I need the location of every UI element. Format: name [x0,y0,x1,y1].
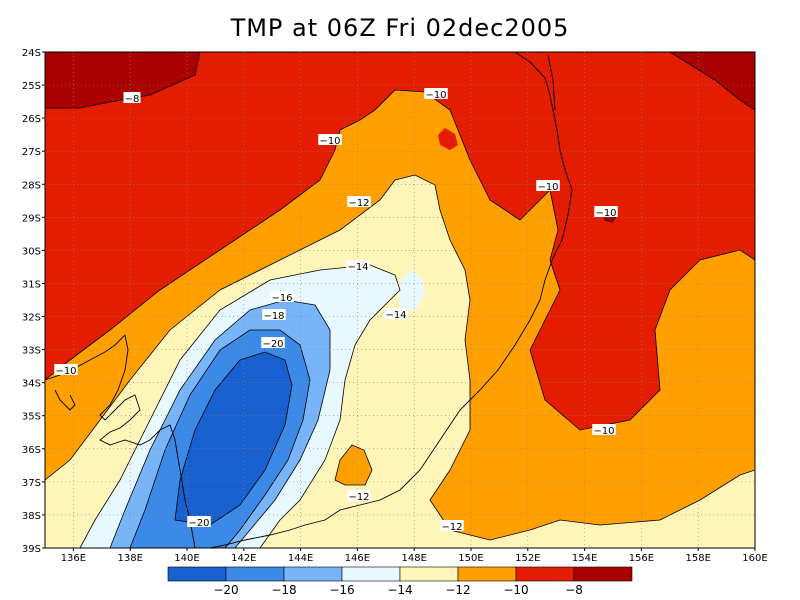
contour-label: −20 [262,339,283,350]
latitude-tick-label: 33S [22,346,41,357]
contour-label-background [536,180,560,191]
colorbar-swatch [225,566,285,582]
contour-label: −12 [348,492,369,503]
contour-label: −10 [593,426,614,437]
fill-above-minus-8-east [670,52,755,110]
longitude-tick-label: 136E [61,553,86,564]
contour-label: −10 [425,90,446,101]
contour-labels: −8 −10 −10 −10 −12 −10 −14 −16 −14 −18 −20 −10 −10 −1… [54,88,618,533]
longitude-tick-label: 150E [458,553,483,564]
contour-label-background [594,206,618,217]
latitude-tick-label: 27S [22,147,41,158]
colorbar: −20 −18 −16 −14 −12 −10 −8 [167,566,633,597]
contour-label-background [261,337,285,348]
longitude-tick-label: 142E [231,553,256,564]
contour-label-background [384,308,408,319]
fill-minus-10-to-minus-8-blob [438,128,458,150]
contour-fills [45,52,755,548]
latitude-tick-label: 31S [22,279,41,290]
contour-label: −16 [271,293,292,304]
contour-label-background [347,196,371,207]
latitude-tick-label: 29S [22,213,41,224]
latitude-tick-label: 25S [22,81,41,92]
map-title: TMP at 06Z Fri 02dec2005 [230,14,570,42]
colorbar-swatch [167,566,227,582]
contour-label-background [346,260,370,271]
contour-label-background [54,364,78,375]
contour-label-background [187,516,211,527]
latitude-ticks: 24S 25S 26S 27S 28S 29S 30S 31S 32S 33S 34S 35S 36S 3… [22,48,45,555]
colorbar-swatch [573,566,633,582]
contour-label: −14 [385,310,406,321]
contour-label-background [123,92,141,103]
longitude-tick-label: 156E [629,553,654,564]
contour-label-background [318,134,342,145]
longitude-tick-label: 154E [572,553,597,564]
colorbar-label: −16 [329,583,354,597]
contour-label: −10 [55,366,76,377]
fill-minus-16-to-minus-14-bump [398,270,425,310]
latitude-tick-label: 28S [22,180,41,191]
contour-label-background [440,520,464,531]
contour-label-background [347,490,371,501]
contour-label: −14 [347,262,368,273]
colorbar-swatch [283,566,343,582]
colorbar-swatch [457,566,517,582]
contour-label: −8 [125,94,140,105]
longitude-tick-label: 160E [742,553,767,564]
latitude-tick-label: 34S [22,379,41,390]
latitude-tick-label: 37S [22,478,41,489]
latitude-tick-label: 26S [22,114,41,125]
latitude-tick-label: 38S [22,511,41,522]
colorbar-swatch [399,566,459,582]
contour-label-background [262,309,286,320]
contour-label: −10 [537,182,558,193]
latitude-tick-label: 30S [22,246,41,257]
latitude-tick-label: 39S [22,544,41,555]
contour-label: −10 [595,208,616,219]
contour-label-background [424,88,448,99]
contour-label: −12 [441,522,462,533]
colorbar-label: −8 [565,583,583,597]
longitude-tick-label: 140E [174,553,199,564]
colorbar-label: −18 [271,583,296,597]
gridlines [45,52,755,548]
plot-frame [44,51,756,549]
latitude-tick-label: 36S [22,445,41,456]
contour-label: −10 [319,136,340,147]
colorbar-label: −10 [503,583,528,597]
latitude-tick-label: 24S [22,48,41,59]
longitude-tick-label: 158E [685,553,710,564]
contour-lines [45,52,755,548]
longitude-tick-label: 152E [515,553,540,564]
fill-above-minus-8-west [45,52,200,108]
longitude-tick-label: 148E [401,553,426,564]
longitude-tick-label: 138E [117,553,142,564]
longitude-tick-label: 144E [288,553,313,564]
contour-label-background [592,424,616,435]
contour-label: −20 [188,518,209,529]
latitude-tick-label: 35S [22,412,41,423]
contour-label-background [270,291,294,302]
fill-below-minus-20 [175,352,292,525]
colorbar-swatch [515,566,575,582]
colorbar-label: −12 [445,583,470,597]
colorbar-label: −14 [387,583,412,597]
colorbar-label: −20 [213,583,238,597]
contour-label: −12 [348,198,369,209]
contour-label: −18 [263,311,284,322]
longitude-ticks: 136E 138E 140E 142E 144E 146E 148E 150E 152E 154E… [61,548,768,564]
latitude-tick-label: 32S [22,313,41,324]
longitude-tick-label: 146E [345,553,370,564]
colorbar-swatch [341,566,401,582]
